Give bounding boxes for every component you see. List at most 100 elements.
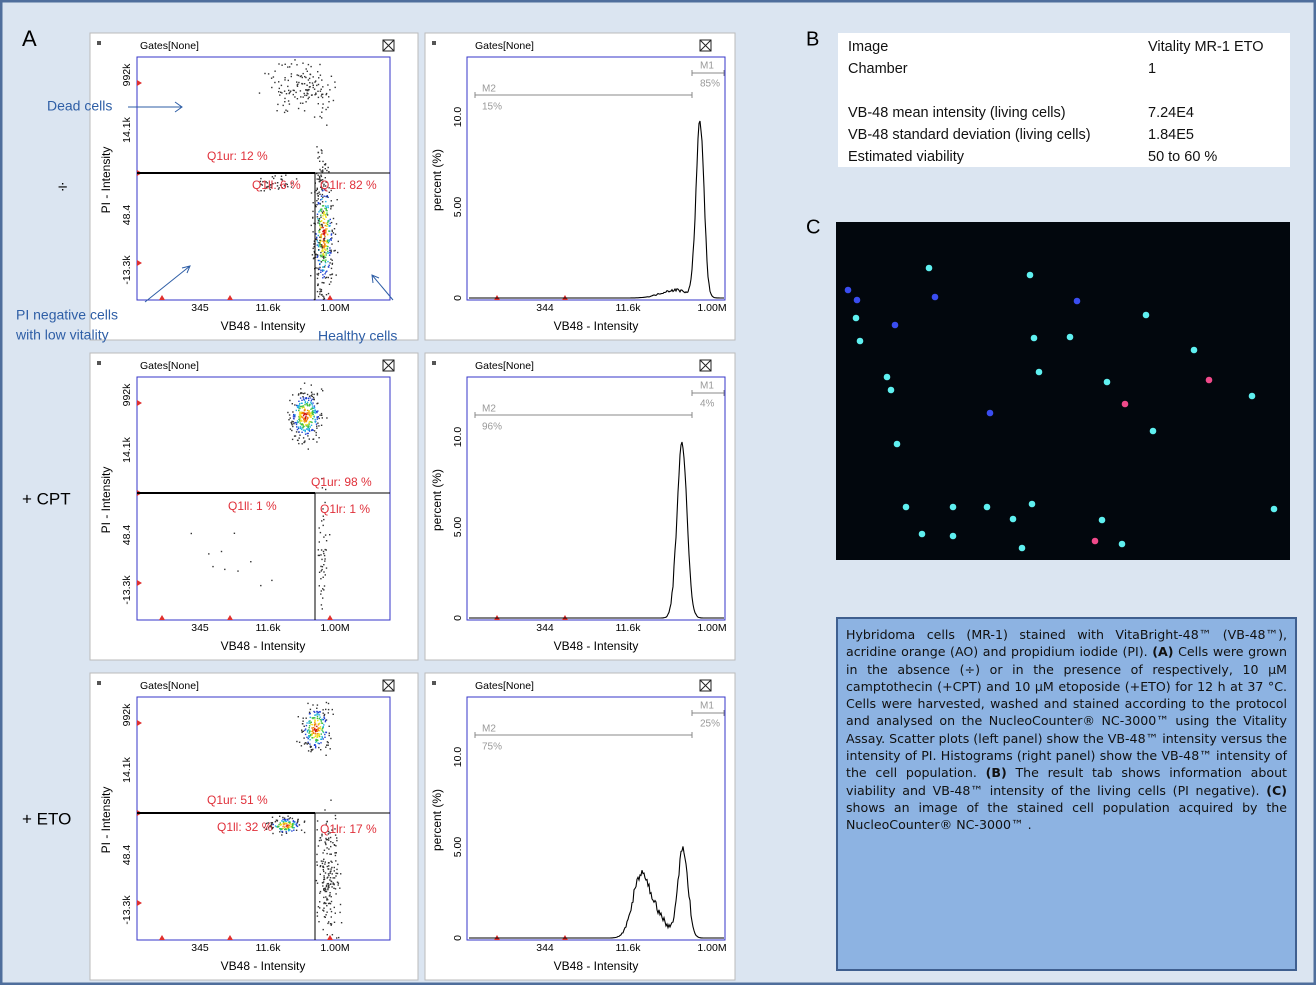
- plot-area: [466, 56, 726, 301]
- event-dot: [306, 432, 308, 435]
- event-dot: [331, 262, 334, 265]
- event-dot: [322, 221, 325, 224]
- event-dot: [292, 825, 294, 827]
- event-dot: [287, 828, 290, 830]
- event-dot: [296, 426, 298, 428]
- event-dot: [288, 92, 290, 95]
- histogram-window: Gates[None] 10.0 5.00 0 344 11.6k 1.00M percent…: [424, 352, 736, 661]
- event-dot: [323, 298, 326, 300]
- event-dot: [323, 916, 326, 918]
- event-dot: [300, 412, 302, 414]
- event-dot: [316, 707, 318, 709]
- event-dot: [310, 723, 312, 726]
- event-dot: [327, 245, 329, 248]
- event-dot: [301, 427, 303, 429]
- cell: [1018, 544, 1026, 552]
- event-dot: [292, 823, 294, 826]
- event-dot: [316, 441, 318, 443]
- event-dot: [280, 824, 282, 826]
- event-dot: [323, 878, 326, 880]
- event-dot: [316, 820, 319, 822]
- event-dot: [333, 921, 336, 923]
- event-dot: [292, 93, 294, 96]
- event-dot: [316, 290, 319, 293]
- axis-marker: [137, 720, 142, 726]
- event-dot: [325, 896, 327, 898]
- event-dot: [320, 240, 322, 242]
- event-dot: [298, 400, 300, 402]
- event-dot: [321, 150, 323, 152]
- event-dot: [284, 828, 286, 831]
- event-dot: [302, 720, 304, 722]
- window: [89, 352, 419, 661]
- event-dot: [304, 416, 307, 419]
- marker-label: M2: [482, 724, 496, 735]
- scatter-window: Gates[None] 992k 14.1k 48.4 -13.3k 345 11.6k 1.…: [89, 672, 419, 981]
- event-dot: [313, 724, 316, 726]
- event-dot: [294, 421, 296, 424]
- event-dot: [307, 730, 309, 732]
- event-dot: [304, 75, 306, 78]
- event-dot: [315, 431, 317, 434]
- x-tick-label: 345: [191, 302, 209, 314]
- event-dot: [338, 936, 340, 939]
- event-dot: [321, 281, 323, 284]
- event-dot: [334, 834, 337, 836]
- histogram-window: Gates[None] 10.0 5.00 0 344 11.6k 1.00M percent…: [424, 672, 736, 981]
- event-dot: [319, 63, 321, 66]
- event-dot: [315, 729, 317, 732]
- event-dot: [325, 276, 328, 279]
- event-dot: [328, 240, 330, 243]
- event-dot: [298, 741, 301, 743]
- event-dot: [309, 722, 311, 724]
- event-dot: [323, 901, 326, 904]
- event-dot: [323, 233, 325, 235]
- event-dot: [296, 81, 298, 83]
- event-dot: [306, 416, 309, 419]
- event-dot: [324, 548, 326, 551]
- event-dot: [322, 712, 324, 714]
- event-dot: [310, 399, 313, 402]
- event-dot: [270, 822, 272, 824]
- window: [89, 672, 419, 981]
- event-dot: [295, 178, 298, 180]
- event-dot: [317, 174, 319, 176]
- event-dot: [320, 269, 322, 271]
- event-dot: [308, 720, 310, 723]
- y-tick-label: 0: [452, 935, 464, 941]
- event-dot: [305, 101, 307, 103]
- event-dot: [319, 837, 322, 839]
- event-dot: [283, 185, 286, 187]
- event-dot: [318, 921, 320, 923]
- event-dot: [326, 897, 328, 900]
- event-dot: [325, 719, 328, 721]
- event-dot: [322, 250, 324, 253]
- event-dot: [320, 175, 323, 178]
- event-dot: [324, 890, 326, 893]
- event-dot: [325, 271, 327, 273]
- event-dot: [328, 874, 330, 877]
- event-dot: [324, 243, 326, 245]
- event-dot: [322, 298, 325, 300]
- event-dot: [320, 199, 322, 201]
- event-dot: [322, 866, 325, 869]
- event-dot: [302, 396, 304, 398]
- event-dot: [329, 908, 332, 910]
- event-dot: [300, 829, 303, 831]
- event-dot: [316, 882, 319, 884]
- event-dot: [271, 579, 273, 582]
- event-dot: [335, 223, 338, 225]
- event-dot: [274, 81, 276, 84]
- event-dot: [303, 831, 306, 834]
- event-dot: [316, 864, 318, 866]
- quadrant-label: Q1ur: 12 %: [207, 149, 268, 163]
- y-tick-label: 10.0: [452, 107, 464, 128]
- event-dot: [321, 225, 324, 227]
- event-dot: [287, 79, 289, 82]
- event-dot: [318, 175, 321, 178]
- event-dot: [326, 744, 328, 746]
- event-dot: [329, 902, 331, 904]
- event-dot: [323, 242, 325, 244]
- event-dot: [325, 708, 327, 711]
- plot-area: [136, 696, 391, 941]
